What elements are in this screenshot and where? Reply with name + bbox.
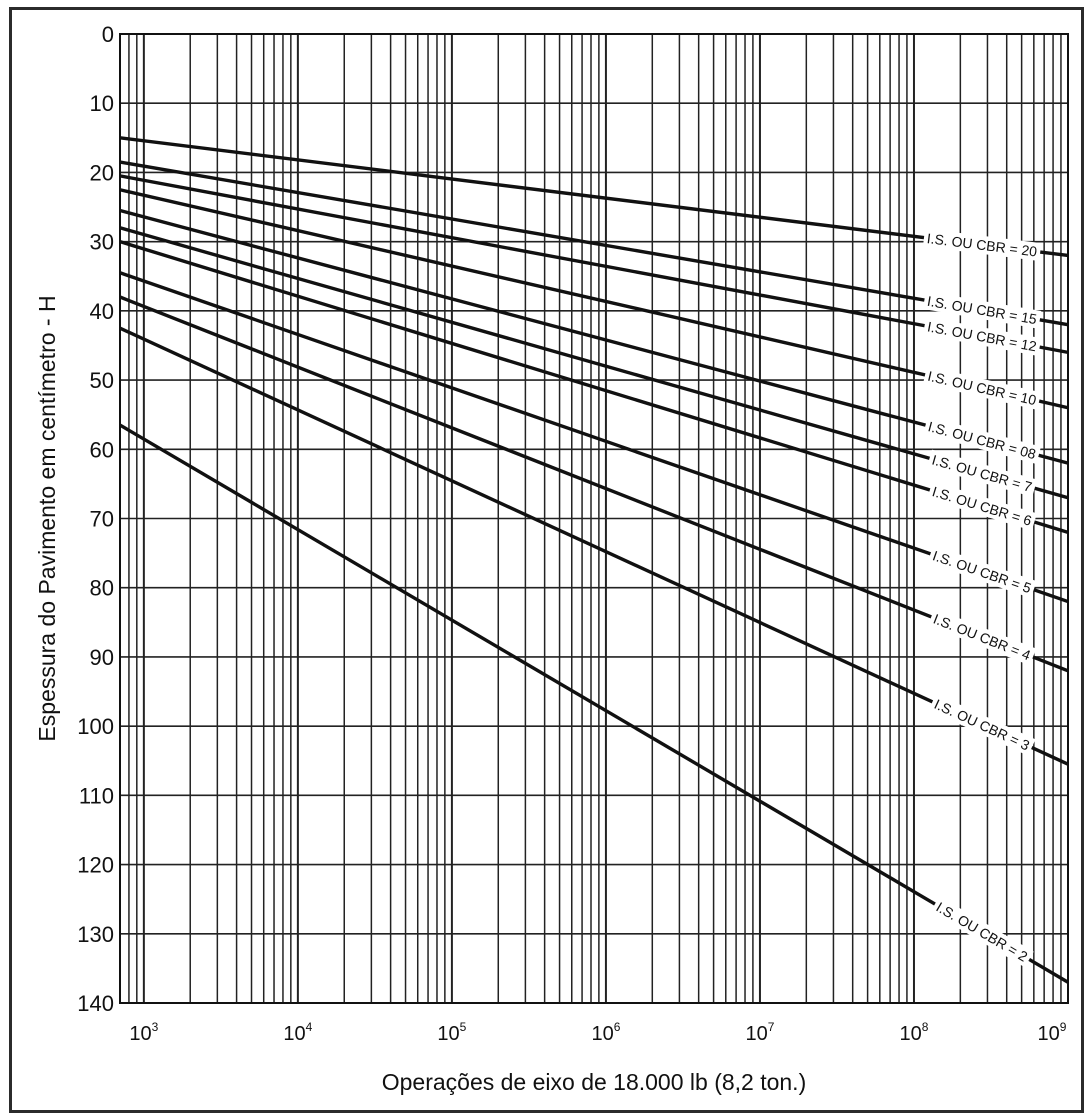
series-line [119, 136, 1069, 258]
y-tick-label: 30 [90, 230, 114, 255]
x-tick-exponent: 5 [460, 1020, 467, 1034]
y-tick-label: 130 [77, 922, 114, 947]
series-label-background [930, 896, 1034, 968]
x-tick-exponent: 9 [1060, 1020, 1067, 1034]
x-axis-ticks: 103 104 105 106 107 108 109 [129, 1020, 1066, 1045]
series-line [119, 188, 1069, 410]
y-axis-ticks: 0 10 20 30 40 50 60 70 80 90 100 110 120 130 140 [77, 22, 114, 1016]
series-line [119, 174, 1069, 355]
series-label-background [927, 481, 1037, 531]
series-label-background [922, 291, 1042, 329]
x-tick-label: 103 [129, 1020, 158, 1045]
y-tick-label: 120 [77, 853, 114, 878]
y-tick-label: 60 [90, 437, 114, 462]
series-line [119, 160, 1069, 327]
x-tick-label: 109 [1038, 1020, 1067, 1045]
series-line [119, 208, 1069, 465]
series-label-background [922, 228, 1042, 261]
x-tick-label: 104 [283, 1020, 312, 1045]
series-label-background [927, 608, 1037, 666]
series-label-background [923, 416, 1041, 465]
y-tick-label: 10 [90, 91, 114, 116]
x-axis-label: Operações de eixo de 18.000 lb (8,2 ton.… [382, 1069, 807, 1095]
x-tick-exponent: 8 [922, 1020, 929, 1034]
series-line [119, 326, 1069, 766]
series-label-background [922, 316, 1042, 356]
y-tick-label: 140 [77, 991, 114, 1016]
y-tick-label: 50 [90, 368, 114, 393]
x-tick-base: 10 [745, 1023, 767, 1045]
x-tick-label: 105 [437, 1020, 466, 1045]
x-tick-label: 107 [745, 1020, 774, 1045]
y-axis-label: Espessura do Pavimento em centímetro - H [34, 295, 60, 741]
series-label-background [928, 693, 1036, 756]
y-tick-label: 100 [77, 714, 114, 739]
series-label-background [927, 545, 1037, 599]
x-tick-base: 10 [129, 1023, 151, 1045]
series-line [119, 295, 1069, 673]
x-tick-base: 10 [437, 1023, 459, 1045]
x-tick-base: 10 [1038, 1023, 1060, 1045]
x-tick-label: 108 [900, 1020, 929, 1045]
x-tick-base: 10 [283, 1023, 305, 1045]
x-tick-base: 10 [900, 1023, 922, 1045]
y-tick-label: 90 [90, 645, 114, 670]
x-tick-exponent: 6 [614, 1020, 621, 1034]
x-tick-label: 106 [591, 1020, 620, 1045]
series-label-background [927, 449, 1038, 497]
x-tick-base: 10 [591, 1023, 613, 1045]
series-line [119, 240, 1069, 534]
series-line [119, 423, 1069, 984]
y-tick-label: 80 [90, 576, 114, 601]
y-tick-label: 110 [79, 783, 114, 808]
series-label-background [923, 366, 1042, 410]
series-labels: I.S. OU CBR = 20I.S. OU CBR = 15I.S. OU … [922, 228, 1042, 968]
x-tick-exponent: 4 [306, 1020, 313, 1034]
y-tick-label: 40 [90, 299, 114, 324]
y-tick-label: 0 [102, 22, 114, 47]
plot-border [119, 33, 1069, 1004]
series-line [119, 271, 1069, 604]
x-tick-exponent: 7 [768, 1020, 775, 1034]
x-tick-exponent: 3 [152, 1020, 159, 1034]
y-tick-label: 70 [90, 507, 114, 532]
y-tick-label: 20 [90, 160, 114, 185]
series-lines [119, 136, 1069, 984]
series-line [119, 226, 1069, 500]
